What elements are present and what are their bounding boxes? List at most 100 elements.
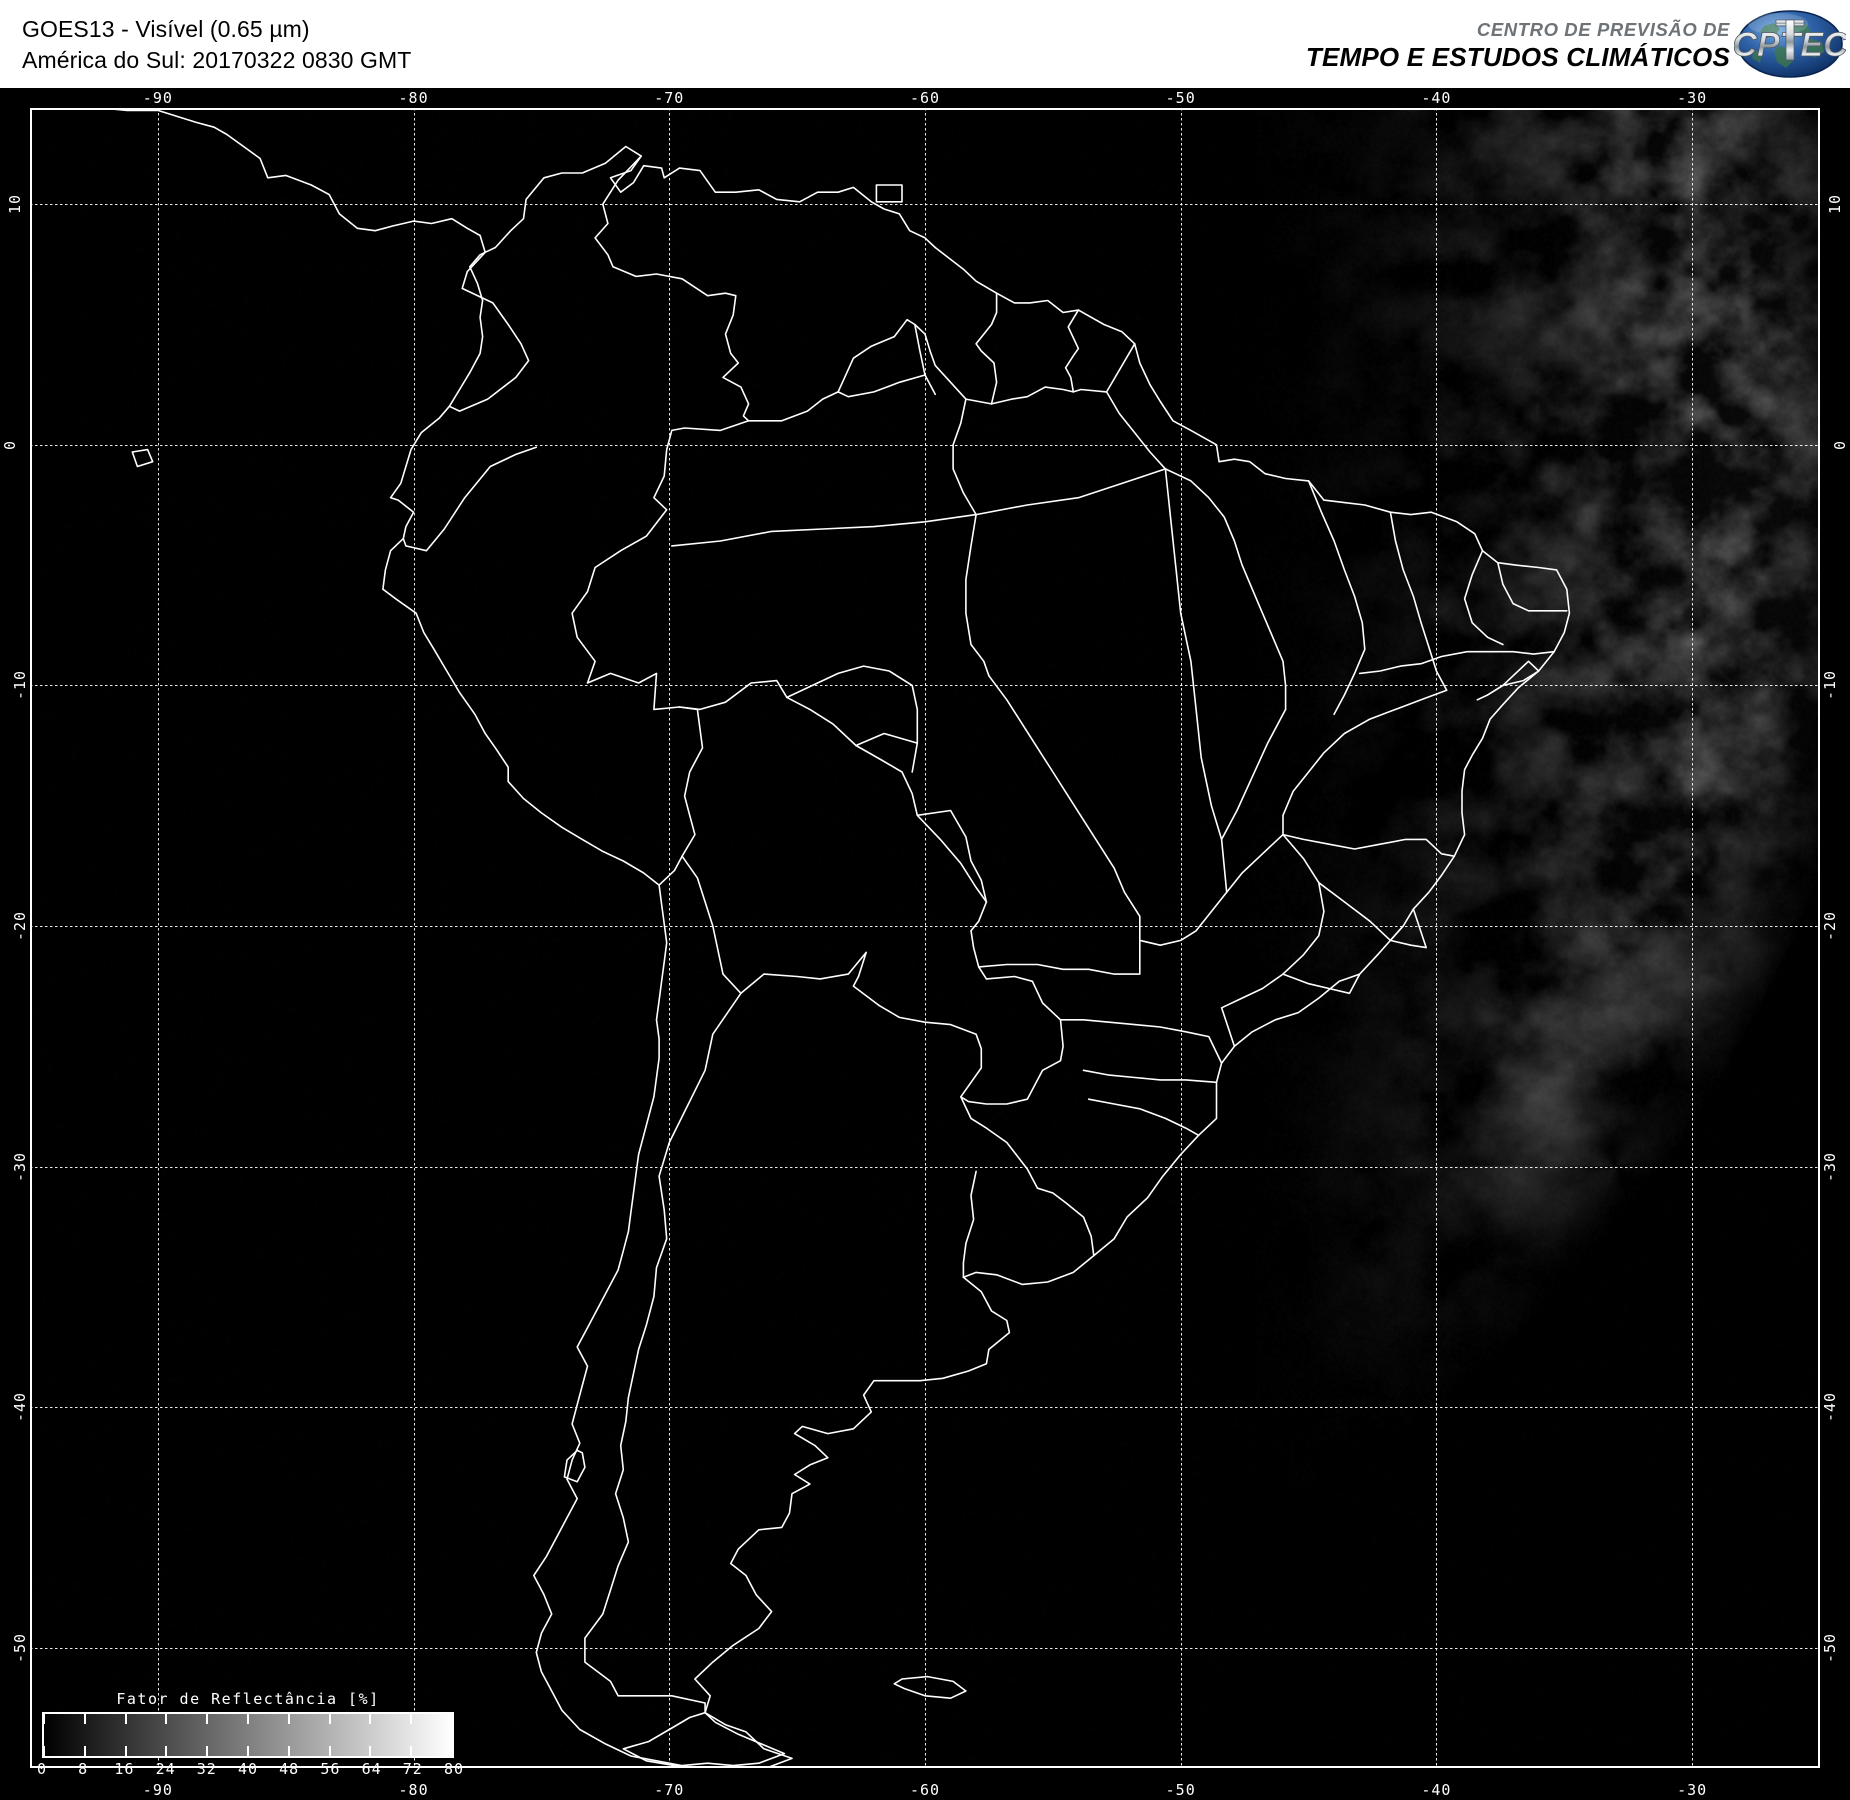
colorbar-tick — [43, 1714, 45, 1724]
lat-tick-label: -50 — [11, 1632, 30, 1663]
colorbar-tick-label: 32 — [196, 1760, 217, 1778]
gridline-lon — [1692, 108, 1694, 1768]
colorbar-tick-label: 80 — [443, 1760, 465, 1778]
geo-polyline — [875, 184, 903, 203]
brand-line-top: CENTRO DE PREVISÃO DE — [1476, 19, 1730, 40]
lat-tick-label: -30 — [1820, 1151, 1839, 1182]
colorbar-tick — [247, 1714, 249, 1724]
geo-polyline — [1486, 660, 1540, 696]
geo-polyline — [837, 374, 926, 398]
colorbar-tick — [328, 1746, 331, 1756]
colorbar-tick — [287, 1714, 290, 1724]
colorbar-tick — [247, 1746, 249, 1756]
geo-polyline — [563, 1449, 586, 1483]
colorbar-tick — [328, 1714, 331, 1724]
colorbar-tick-label: 8 — [78, 1760, 89, 1778]
gridline-lon — [1180, 108, 1182, 1768]
geo-polyline — [965, 513, 990, 677]
colorbar-tick — [165, 1746, 168, 1756]
colorbar-tick — [206, 1714, 209, 1724]
geo-polyline — [678, 679, 988, 980]
gridline-lon — [157, 108, 159, 1768]
geo-polyline — [1164, 468, 1287, 711]
lon-tick-label: -50 — [1165, 89, 1196, 107]
geo-polyline — [914, 323, 936, 396]
lon-tick-label: -90 — [142, 89, 173, 107]
map-plot-area[interactable] — [30, 108, 1820, 1768]
colorbar-tick — [83, 1714, 86, 1724]
geo-polyline — [681, 855, 880, 1007]
colorbar-tick — [410, 1714, 413, 1724]
product-title: GOES13 - Visível (0.65 µm) — [22, 16, 310, 42]
geo-polyline — [960, 1096, 1095, 1257]
gridline-lat — [30, 444, 1820, 446]
lon-tick-label: -80 — [398, 89, 429, 107]
colorbar-tick — [43, 1746, 45, 1756]
geo-polyline — [1087, 1098, 1200, 1137]
lat-tick-label: -20 — [11, 910, 30, 942]
lon-tick-label: -30 — [1677, 89, 1708, 107]
geo-polyline — [1064, 309, 1080, 393]
geo-polyline — [1105, 391, 1167, 470]
colorbar-tick — [287, 1746, 290, 1756]
geo-polyline — [1389, 511, 1448, 691]
colorbar-tick-label: 24 — [155, 1760, 176, 1778]
colorbar-tick-labels: 0 8 16 24 32 40 48 56 64 72 80 — [37, 1760, 463, 1784]
geo-polyline — [1358, 650, 1555, 675]
geo-polyline — [878, 975, 1064, 1105]
geo-polyline — [1463, 549, 1504, 646]
satellite-image-frame: -90 -90 -80 -80 -70 -70 -60 -60 -50 -50 -40 -40 -30 -… — [0, 88, 1850, 1800]
colorbar-tick — [451, 1714, 453, 1724]
lat-tick-label: 10 — [6, 194, 25, 215]
colorbar-tick-label: 0 — [36, 1760, 48, 1778]
geo-polyline — [1389, 908, 1427, 949]
colorbar-tick-label: 48 — [279, 1760, 300, 1778]
geo-polyline — [747, 318, 1136, 422]
brand-block: CENTRO DE PREVISÃO DE TEMPO E ESTUDOS CL… — [1306, 18, 1730, 72]
lat-tick-label: -20 — [1820, 910, 1839, 942]
colorbar-tick — [165, 1714, 168, 1724]
colorbar-tick — [451, 1746, 453, 1756]
lat-tick-label: -10 — [11, 670, 30, 701]
gridline-lon — [1436, 108, 1438, 1768]
lat-tick-label: 0 — [1830, 439, 1849, 450]
geo-polyline — [962, 1170, 977, 1278]
gridline-lat — [30, 685, 1820, 687]
lon-tick-label: -50 — [1165, 1781, 1196, 1799]
geo-polyline — [402, 446, 538, 552]
colorbar-tick-label: 16 — [114, 1760, 135, 1778]
colorbar: Fator de Reflectância [%] 0 8 16 24 32 40 48 56… — [37, 1690, 463, 1784]
geo-polyline — [855, 732, 919, 747]
geo-polyline — [448, 251, 530, 412]
lon-tick-label: -60 — [909, 1781, 941, 1799]
geo-polyline — [952, 398, 977, 516]
colorbar-tick-label: 56 — [320, 1760, 341, 1778]
gridline-lon — [413, 108, 415, 1768]
colorbar-tick — [124, 1714, 127, 1724]
colorbar-tick — [410, 1746, 413, 1756]
colorbar-tick — [369, 1746, 372, 1756]
geo-polyline — [658, 706, 704, 886]
gridline-lat — [30, 1407, 1820, 1409]
geo-polyline — [916, 814, 988, 903]
colorbar-tick-label: 40 — [237, 1760, 259, 1778]
header-bar: GOES13 - Visível (0.65 µm) América do Su… — [0, 0, 1850, 88]
geo-polyline — [1307, 480, 1366, 716]
geo-polyline — [1220, 708, 1287, 841]
lon-tick-label: -80 — [398, 1781, 429, 1799]
lat-tick-label: -50 — [1820, 1632, 1839, 1663]
lon-tick-label: -60 — [909, 89, 941, 107]
lon-tick-label: -70 — [654, 89, 685, 107]
geo-polyline — [1164, 468, 1228, 894]
product-subtitle: América do Sul: 20170322 0830 GMT — [22, 47, 412, 73]
lat-tick-label: -40 — [11, 1392, 30, 1423]
geo-polyline — [1282, 689, 1456, 857]
brand-line-bottom: TEMPO E ESTUDOS CLIMÁTICOS — [1305, 42, 1730, 72]
geo-polyline — [786, 665, 919, 773]
colorbar-tick-label: 72 — [402, 1760, 423, 1778]
lat-tick-label: 10 — [1825, 194, 1844, 215]
geo-polyline — [975, 292, 998, 405]
geo-polyline — [988, 675, 1141, 942]
title-block: GOES13 - Visível (0.65 µm) América do Su… — [22, 14, 411, 76]
